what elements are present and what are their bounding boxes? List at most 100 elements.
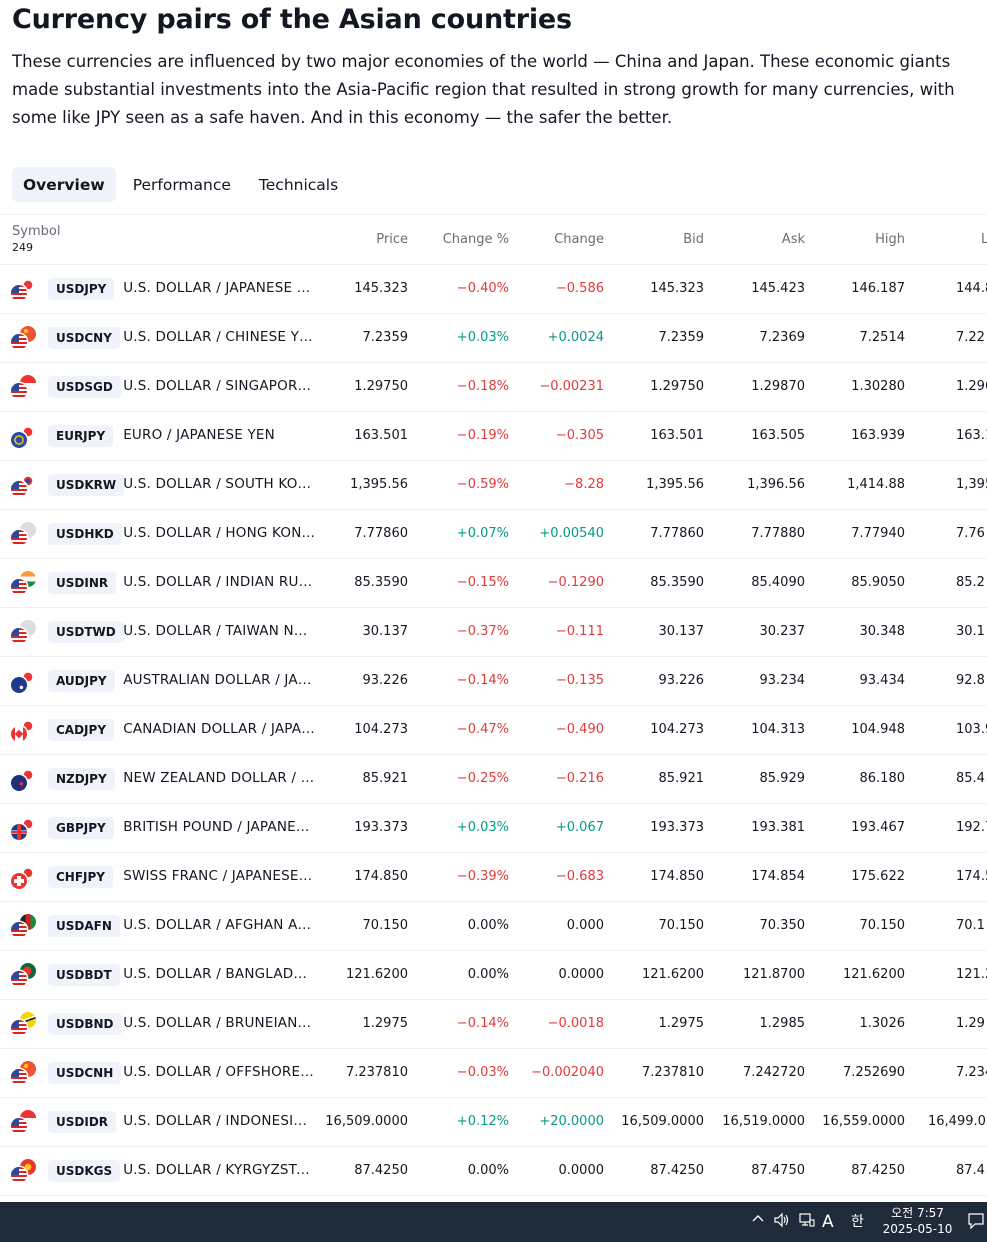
ticker-chip[interactable]: USDKRW xyxy=(48,474,125,496)
table-row[interactable]: USDKRW U.S. DOLLAR / SOUTH KORE… 1,395.56 −… xyxy=(0,460,987,510)
ticker-chip[interactable]: USDSGD xyxy=(48,376,121,398)
cell-price: 7.2359 xyxy=(362,330,409,345)
tab-overview[interactable]: Overview xyxy=(12,167,116,202)
pair-name[interactable]: U.S. DOLLAR / BANGLADESH… xyxy=(123,966,316,982)
pair-name[interactable]: BRITISH POUND / JAPANESE … xyxy=(123,819,316,835)
ticker-chip[interactable]: USDBND xyxy=(48,1013,122,1035)
flag-base-icon xyxy=(11,334,27,350)
table-row[interactable]: USDCNY U.S. DOLLAR / CHINESE YUAN 7.2359 +0… xyxy=(0,313,987,363)
ticker-chip[interactable]: EURJPY xyxy=(48,425,114,447)
table-row[interactable]: USDBND U.S. DOLLAR / BRUNEIAN D… 1.2975 −0.… xyxy=(0,999,987,1049)
symbol-count: 249 xyxy=(12,241,33,254)
ticker-chip[interactable]: GBPJPY xyxy=(48,817,114,839)
table-row[interactable]: USDIDR U.S. DOLLAR / INDONESIAN … 16,509.0… xyxy=(0,1097,987,1147)
column-header-high[interactable]: High xyxy=(875,232,905,247)
ticker-chip[interactable]: USDBDT xyxy=(48,964,120,986)
pair-name[interactable]: U.S. DOLLAR / INDONESIAN … xyxy=(123,1113,316,1129)
pair-name[interactable]: U.S. DOLLAR / TAIWAN NEW… xyxy=(123,623,316,639)
cell-bid: 1,395.56 xyxy=(646,477,704,492)
column-header-change[interactable]: Change xyxy=(554,232,604,247)
table-row[interactable]: CHFJPY SWISS FRANC / JAPANESE YEN 174.850 −… xyxy=(0,852,987,902)
flag-base-icon xyxy=(11,1020,27,1036)
ticker-chip[interactable]: USDCNY xyxy=(48,327,120,349)
cell-change: +0.0024 xyxy=(547,330,604,345)
column-header-ask[interactable]: Ask xyxy=(781,232,805,247)
column-header-symbol-label: Symbol xyxy=(12,224,61,239)
table-row[interactable]: USDHKD U.S. DOLLAR / HONG KONG … 7.77860 +0… xyxy=(0,509,987,559)
cell-high: 1.30280 xyxy=(851,379,905,394)
chevron-up-icon[interactable] xyxy=(751,1212,765,1232)
pair-name[interactable]: U.S. DOLLAR / JAPANESE YEN xyxy=(123,280,316,296)
taskbar-clock[interactable]: 오전 7:57 2025-05-10 xyxy=(880,1205,955,1237)
currency-flag-icon xyxy=(11,277,37,301)
column-header-bid[interactable]: Bid xyxy=(683,232,704,247)
cell-bid: 163.501 xyxy=(650,428,704,443)
table-row[interactable]: USDJPY U.S. DOLLAR / JAPANESE YEN 145.323 −… xyxy=(0,264,987,314)
column-header-price[interactable]: Price xyxy=(376,232,408,247)
pair-name[interactable]: U.S. DOLLAR / SINGAPORE D… xyxy=(123,378,316,394)
ticker-chip[interactable]: USDCNH xyxy=(48,1062,122,1084)
table-row[interactable]: GBPJPY BRITISH POUND / JAPANESE … 193.373 +… xyxy=(0,803,987,853)
table-row[interactable]: USDCNH U.S. DOLLAR / OFFSHORE C… 7.237810 −… xyxy=(0,1048,987,1098)
table-row[interactable]: NZDJPY NEW ZEALAND DOLLAR / JA… 85.921 −0.2… xyxy=(0,754,987,804)
network-icon[interactable] xyxy=(798,1212,816,1234)
table-row[interactable]: AUDJPY AUSTRALIAN DOLLAR / JAPA… 93.226 −0.… xyxy=(0,656,987,706)
cell-low: 30.1 xyxy=(956,624,985,639)
ticker-chip[interactable]: USDHKD xyxy=(48,523,122,545)
pair-name[interactable]: U.S. DOLLAR / SOUTH KORE… xyxy=(123,476,316,492)
ticker-chip[interactable]: USDAFN xyxy=(48,915,120,937)
clock-date: 2025-05-10 xyxy=(882,1222,953,1236)
cell-bid: 16,509.0000 xyxy=(621,1114,704,1129)
ticker-chip[interactable]: USDIDR xyxy=(48,1111,117,1133)
speaker-icon[interactable] xyxy=(773,1212,791,1234)
pair-name[interactable]: U.S. DOLLAR / AFGHAN AFG… xyxy=(123,917,316,933)
pair-name[interactable]: U.S. DOLLAR / INDIAN RUPEE xyxy=(123,574,316,590)
cell-high: 7.77940 xyxy=(851,526,905,541)
pair-name[interactable]: NEW ZEALAND DOLLAR / JA… xyxy=(123,770,316,786)
table-row[interactable]: USDAFN U.S. DOLLAR / AFGHAN AFG… 70.150 0.0… xyxy=(0,901,987,951)
pair-name[interactable]: U.S. DOLLAR / BRUNEIAN D… xyxy=(123,1015,316,1031)
column-header-low[interactable]: L xyxy=(981,215,987,264)
cell-change: −0.490 xyxy=(555,722,604,737)
pair-name[interactable]: U.S. DOLLAR / OFFSHORE C… xyxy=(123,1064,316,1080)
cell-ask: 85.929 xyxy=(759,771,806,786)
cell-ask: 163.505 xyxy=(751,428,805,443)
pair-name[interactable]: U.S. DOLLAR / KYRGYZSTAN… xyxy=(123,1162,316,1178)
tab-performance[interactable]: Performance xyxy=(132,175,231,194)
pair-name[interactable]: EURO / JAPANESE YEN xyxy=(123,427,275,443)
ticker-chip[interactable]: NZDJPY xyxy=(48,768,115,790)
cell-low: 85.2 xyxy=(956,575,985,590)
table-row[interactable]: USDSGD U.S. DOLLAR / SINGAPORE D… 1.29750 −… xyxy=(0,362,987,412)
cell-price: 16,509.0000 xyxy=(325,1114,408,1129)
cell-ask: 30.237 xyxy=(759,624,806,639)
table-row[interactable]: USDTWD U.S. DOLLAR / TAIWAN NEW… 30.137 −0.… xyxy=(0,607,987,657)
pair-name[interactable]: SWISS FRANC / JAPANESE YEN xyxy=(123,868,316,884)
ime-language-indicator[interactable]: 한 xyxy=(851,1214,864,1230)
ticker-chip[interactable]: USDJPY xyxy=(48,278,115,300)
table-row[interactable]: USDKGS U.S. DOLLAR / KYRGYZSTAN… 87.4250 0.… xyxy=(0,1146,987,1196)
tab-technicals[interactable]: Technicals xyxy=(258,175,339,194)
notification-icon[interactable] xyxy=(967,1212,985,1236)
currency-flag-icon xyxy=(11,816,37,840)
ticker-chip[interactable]: USDTWD xyxy=(48,621,124,643)
ticker-chip[interactable]: CHFJPY xyxy=(48,866,113,888)
ticker-chip[interactable]: USDINR xyxy=(48,572,117,594)
pair-name[interactable]: U.S. DOLLAR / HONG KONG … xyxy=(123,525,316,541)
pair-name[interactable]: U.S. DOLLAR / CHINESE YUAN xyxy=(123,329,316,345)
column-header-symbol[interactable]: Symbol 249 xyxy=(12,224,60,255)
ticker-chip[interactable]: AUDJPY xyxy=(48,670,115,692)
ticker-chip[interactable]: USDKGS xyxy=(48,1160,121,1182)
cell-high: 7.2514 xyxy=(859,330,906,345)
table-row[interactable]: USDINR U.S. DOLLAR / INDIAN RUPEE 85.3590 −… xyxy=(0,558,987,608)
table-row[interactable]: EURJPY EURO / JAPANESE YEN 163.501 −0.19% −0… xyxy=(0,411,987,461)
cell-bid: 7.2359 xyxy=(658,330,705,345)
pair-name[interactable]: CANADIAN DOLLAR / JAPANE… xyxy=(123,721,316,737)
cell-change: +0.067 xyxy=(555,820,604,835)
cell-low: 7.76 xyxy=(956,526,985,541)
pair-name[interactable]: AUSTRALIAN DOLLAR / JAPA… xyxy=(123,672,316,688)
ime-mode-indicator[interactable]: A xyxy=(822,1212,834,1232)
column-header-change-pct[interactable]: Change % xyxy=(442,232,509,247)
table-row[interactable]: USDBDT U.S. DOLLAR / BANGLADESH… 121.6200 0… xyxy=(0,950,987,1000)
table-row[interactable]: CADJPY CANADIAN DOLLAR / JAPANE… 104.273 −0… xyxy=(0,705,987,755)
ticker-chip[interactable]: CADJPY xyxy=(48,719,115,741)
